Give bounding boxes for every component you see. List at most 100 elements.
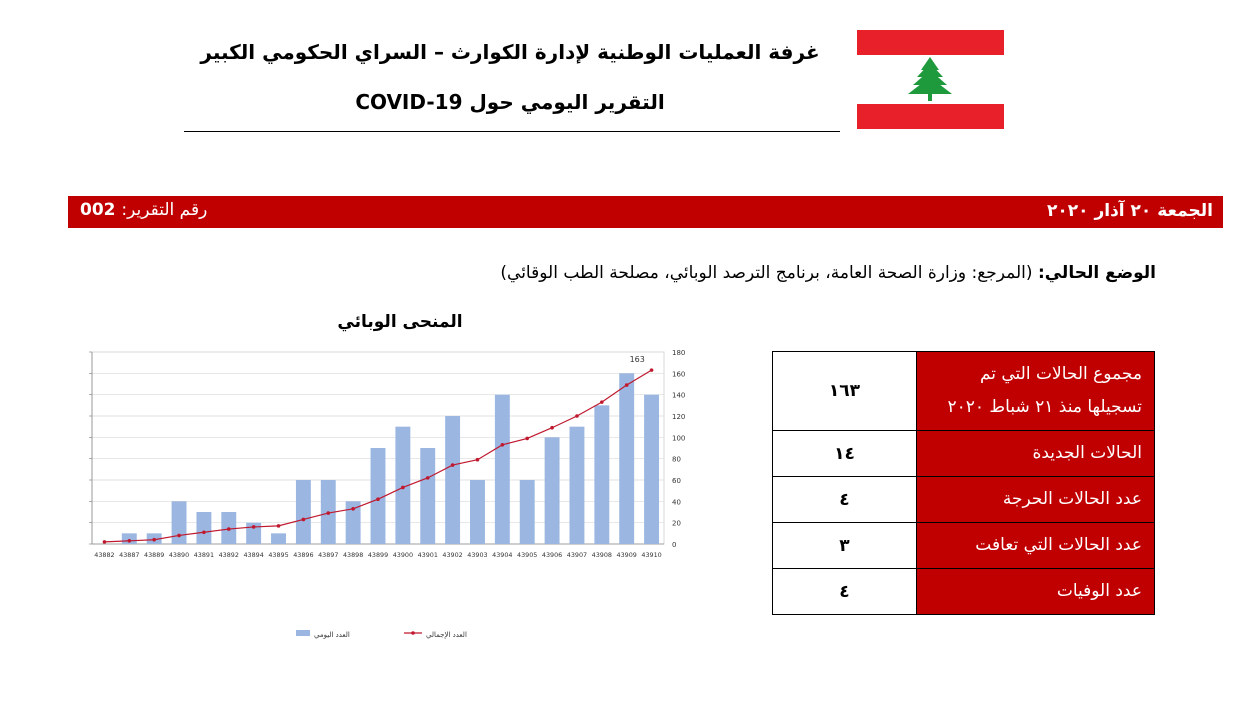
- cumulative-point: [152, 537, 156, 542]
- y2-tick-label: 180: [672, 349, 685, 357]
- x-tick-label: 43908: [592, 551, 612, 559]
- chart-bar: [121, 533, 137, 544]
- x-tick-label: 43907: [567, 551, 587, 559]
- x-tick-label: 43902: [442, 551, 462, 559]
- chart-bar: [420, 448, 436, 544]
- x-tick-label: 43887: [119, 551, 139, 559]
- stats-label: مجموع الحالات التي تم تسجيلها منذ ٢١ شبا…: [916, 351, 1155, 431]
- status-label: الوضع الحالي:: [1037, 263, 1156, 283]
- x-tick-label: 43882: [94, 551, 114, 559]
- cumulative-point: [624, 383, 629, 387]
- report-title-line2: التقرير اليومي حول COVID-19: [355, 90, 665, 114]
- chart-bar: [470, 480, 485, 544]
- stats-row: مجموع الحالات التي تم تسجيلها منذ ٢١ شبا…: [772, 351, 1155, 431]
- chart-bar: [295, 480, 311, 544]
- report-title-line1: غرفة العمليات الوطنية لإدارة الكوارث – ا…: [200, 40, 820, 64]
- report-number-group: رقم التقرير: 002: [80, 200, 207, 220]
- x-tick-label: 43894: [243, 551, 263, 559]
- chart-bar: [494, 394, 510, 544]
- stats-row: الحالات الجديدة ١٤: [772, 430, 1155, 477]
- legend-line-label: العدد الإجمالي: [426, 631, 467, 639]
- x-tick-label: 43895: [268, 551, 288, 559]
- x-tick-label: 43906: [542, 551, 562, 559]
- report-date: الجمعة ٢٠ آذار ٢٠٢٠: [1047, 201, 1213, 221]
- stats-label: عدد الحالات التي تعافت: [916, 522, 1155, 569]
- cumulative-point: [450, 463, 455, 467]
- chart-bar: [345, 501, 361, 544]
- stats-value: ٤: [772, 568, 917, 615]
- report-number: 002: [80, 200, 116, 220]
- y2-tick-label: 120: [672, 413, 685, 421]
- x-tick-label: 43909: [617, 551, 637, 559]
- cumulative-point: [226, 527, 231, 531]
- y2-tick-label: 100: [672, 434, 685, 442]
- cumulative-point: [575, 414, 579, 418]
- cumulative-point: [649, 368, 654, 372]
- stats-label: الحالات الجديدة: [916, 430, 1155, 477]
- chart-bar: [594, 405, 610, 544]
- status-line: الوضع الحالي: (المرجع: وزارة الصحة العام…: [500, 263, 1156, 283]
- cumulative-point: [251, 525, 256, 529]
- data-label: 163: [630, 355, 645, 364]
- x-tick-label: 43901: [418, 551, 438, 559]
- lebanon-flag-icon: [857, 30, 1004, 129]
- stats-label: عدد الوفيات: [916, 568, 1155, 615]
- x-tick-label: 43904: [492, 551, 512, 559]
- y2-tick-label: 80: [672, 456, 681, 464]
- stats-row: عدد الوفيات ٤: [772, 568, 1155, 615]
- cumulative-point: [177, 533, 181, 538]
- cumulative-point: [301, 517, 306, 522]
- chart-bar: [644, 394, 660, 544]
- x-tick-label: 43896: [293, 551, 313, 559]
- cumulative-point: [475, 457, 480, 462]
- cumulative-point: [425, 476, 430, 480]
- x-tick-label: 43900: [393, 551, 413, 559]
- cumulative-point: [550, 425, 554, 430]
- chart-bar: [370, 448, 386, 544]
- y2-tick-label: 160: [672, 370, 685, 378]
- x-tick-label: 43897: [318, 551, 338, 559]
- stats-value: ١٤: [772, 430, 917, 477]
- cumulative-point: [276, 524, 281, 528]
- stats-row: عدد الحالات الحرجة ٤: [772, 476, 1155, 523]
- stats-value: ٣: [772, 522, 917, 569]
- chart-bar: [171, 501, 187, 544]
- cumulative-point: [600, 400, 604, 404]
- y2-tick-label: 0: [672, 541, 676, 549]
- cumulative-point: [376, 497, 380, 501]
- cumulative-point: [401, 485, 405, 490]
- x-tick-label: 43905: [517, 551, 537, 559]
- y2-tick-label: 20: [672, 520, 681, 528]
- legend-bar-label: العدد اليومي: [314, 631, 350, 639]
- x-tick-label: 43910: [641, 551, 661, 559]
- x-tick-label: 43891: [194, 551, 214, 559]
- chart-bar: [619, 373, 635, 544]
- y2-tick-label: 60: [672, 477, 681, 485]
- cumulative-point: [500, 443, 505, 447]
- y2-tick-label: 140: [672, 392, 685, 400]
- stats-table: مجموع الحالات التي تم تسجيلها منذ ٢١ شبا…: [772, 351, 1155, 615]
- cumulative-point: [326, 511, 331, 515]
- stats-value: ١٦٣: [772, 351, 917, 431]
- status-source: (المرجع: وزارة الصحة العامة، برنامج التر…: [500, 263, 1033, 283]
- cumulative-point: [102, 540, 107, 544]
- title-divider: [184, 131, 840, 132]
- epidemic-curve-chart: 0 20 40 60 80 100 120 140 160 180 163 43882 43887 438…: [89, 349, 685, 639]
- stats-value: ٤: [772, 476, 917, 523]
- report-number-label: رقم التقرير:: [121, 200, 208, 220]
- x-tick-label: 43903: [467, 551, 487, 559]
- chart-bar: [445, 416, 461, 544]
- x-tick-label: 43892: [219, 551, 239, 559]
- chart-bar: [246, 522, 262, 544]
- x-tick-label: 43899: [368, 551, 388, 559]
- chart-bar: [271, 533, 286, 544]
- chart-bar: [395, 426, 411, 544]
- cumulative-point: [351, 507, 355, 511]
- chart-bar: [519, 480, 535, 544]
- epidemic-curve-title: المنحى الوبائي: [337, 312, 463, 332]
- report-banner: الجمعة ٢٠ آذار ٢٠٢٠ رقم التقرير: 002: [68, 196, 1223, 228]
- stats-row: عدد الحالات التي تعافت ٣: [772, 522, 1155, 569]
- x-tick-label: 43890: [169, 551, 189, 559]
- y2-tick-label: 40: [672, 498, 681, 506]
- cumulative-point: [525, 436, 530, 441]
